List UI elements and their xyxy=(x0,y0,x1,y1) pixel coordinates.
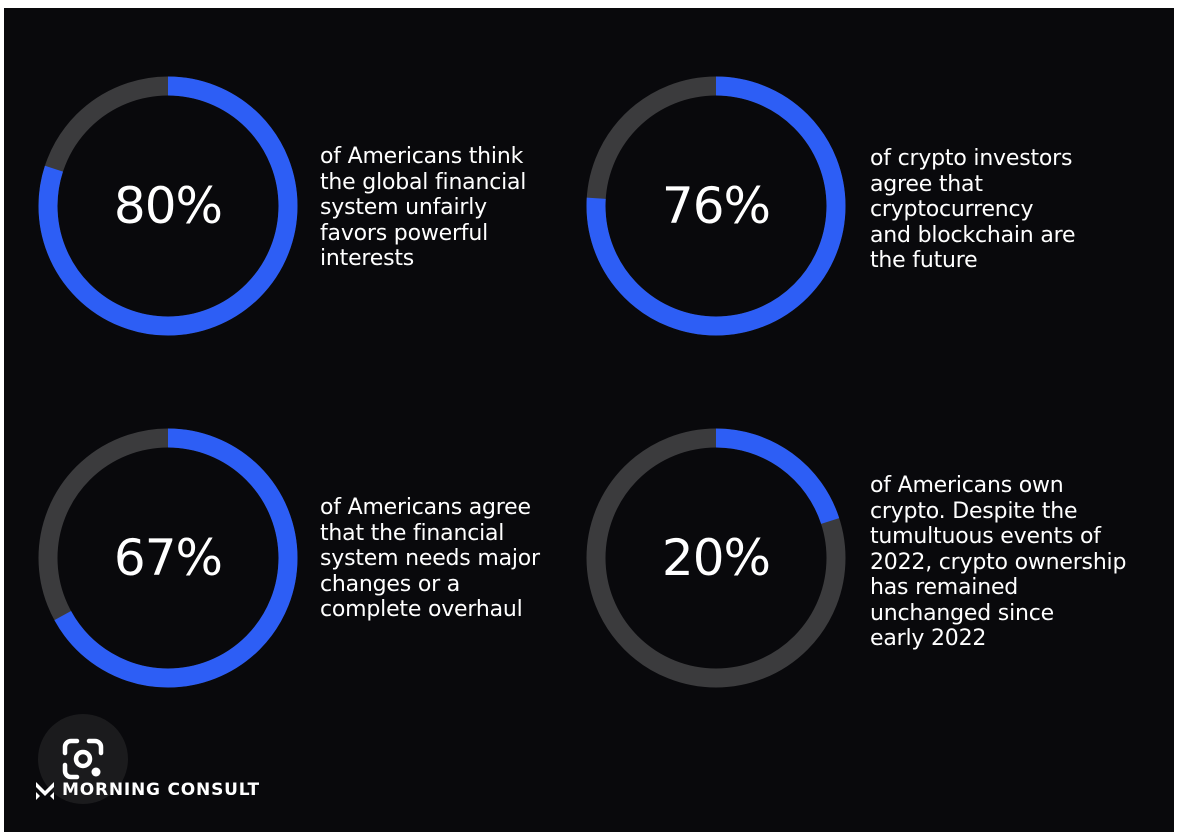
donut-2-caption: of crypto investors agree that cryptocur… xyxy=(870,146,1076,273)
brand-logo: MORNING CONSULT xyxy=(34,779,260,801)
donut-chart-3-svg xyxy=(38,428,298,688)
infographic-panel: 80% of Americans think the global financ… xyxy=(4,8,1174,832)
donut-1-caption: of Americans think the global financial … xyxy=(320,144,527,271)
donut-1-value-arc xyxy=(38,76,298,336)
brand-name: MORNING CONSULT xyxy=(62,780,260,800)
donut-chart-2: 76% xyxy=(584,74,848,338)
donut-4-caption: of Americans own crypto. Despite the tum… xyxy=(870,473,1127,651)
donut-4-value-arc xyxy=(586,428,846,688)
donut-chart-3: 67% xyxy=(36,426,300,690)
donut-1-percent-label: 80% xyxy=(113,177,223,235)
google-lens-button[interactable] xyxy=(38,714,128,804)
donut-chart-1-svg xyxy=(38,76,298,336)
donut-chart-1: 80% xyxy=(36,74,300,338)
donut-2-percent-label: 76% xyxy=(661,177,771,235)
donut-chart-4: 20% xyxy=(584,426,848,690)
donut-3-percent-label: 67% xyxy=(113,529,223,587)
donut-3-caption: of Americans agree that the financial sy… xyxy=(320,495,540,622)
donut-4-percent-label: 20% xyxy=(661,529,771,587)
donut-chart-4-svg xyxy=(586,428,846,688)
donut-chart-2-svg xyxy=(586,76,846,336)
google-lens-icon xyxy=(62,738,104,780)
donut-2-value-arc xyxy=(586,76,846,336)
donut-3-value-arc xyxy=(38,428,298,688)
morning-consult-logo-icon xyxy=(36,782,54,800)
